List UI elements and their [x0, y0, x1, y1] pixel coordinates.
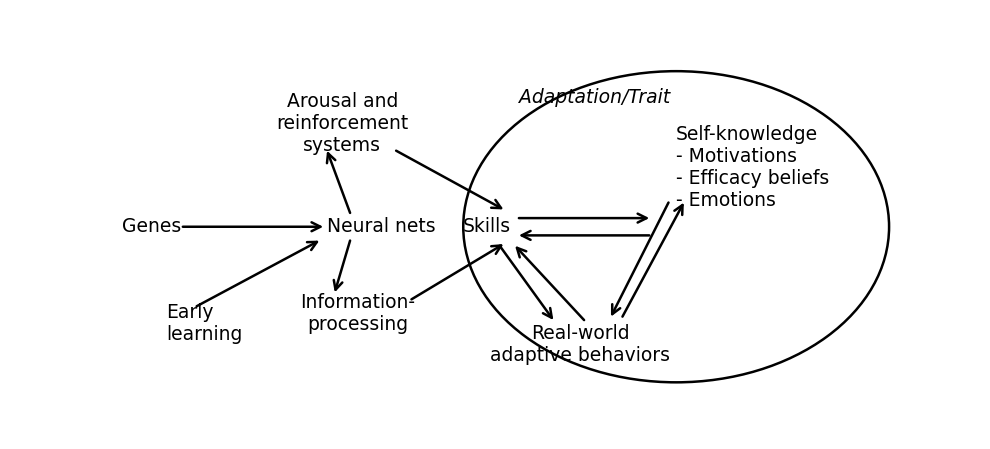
Text: Skills: Skills [463, 217, 511, 236]
Text: Genes: Genes [122, 217, 181, 236]
Text: Neural nets: Neural nets [327, 217, 436, 236]
Text: Self-knowledge
- Motivations
- Efficacy beliefs
- Emotions: Self-knowledge - Motivations - Efficacy … [676, 125, 830, 211]
Text: Arousal and
reinforcement
systems: Arousal and reinforcement systems [276, 92, 409, 154]
Text: Adaptation/Trait: Adaptation/Trait [519, 88, 670, 106]
Text: Real-world
adaptive behaviors: Real-world adaptive behaviors [490, 324, 670, 365]
Text: Early
learning: Early learning [166, 303, 243, 344]
Text: Information-
processing: Information- processing [300, 293, 415, 334]
